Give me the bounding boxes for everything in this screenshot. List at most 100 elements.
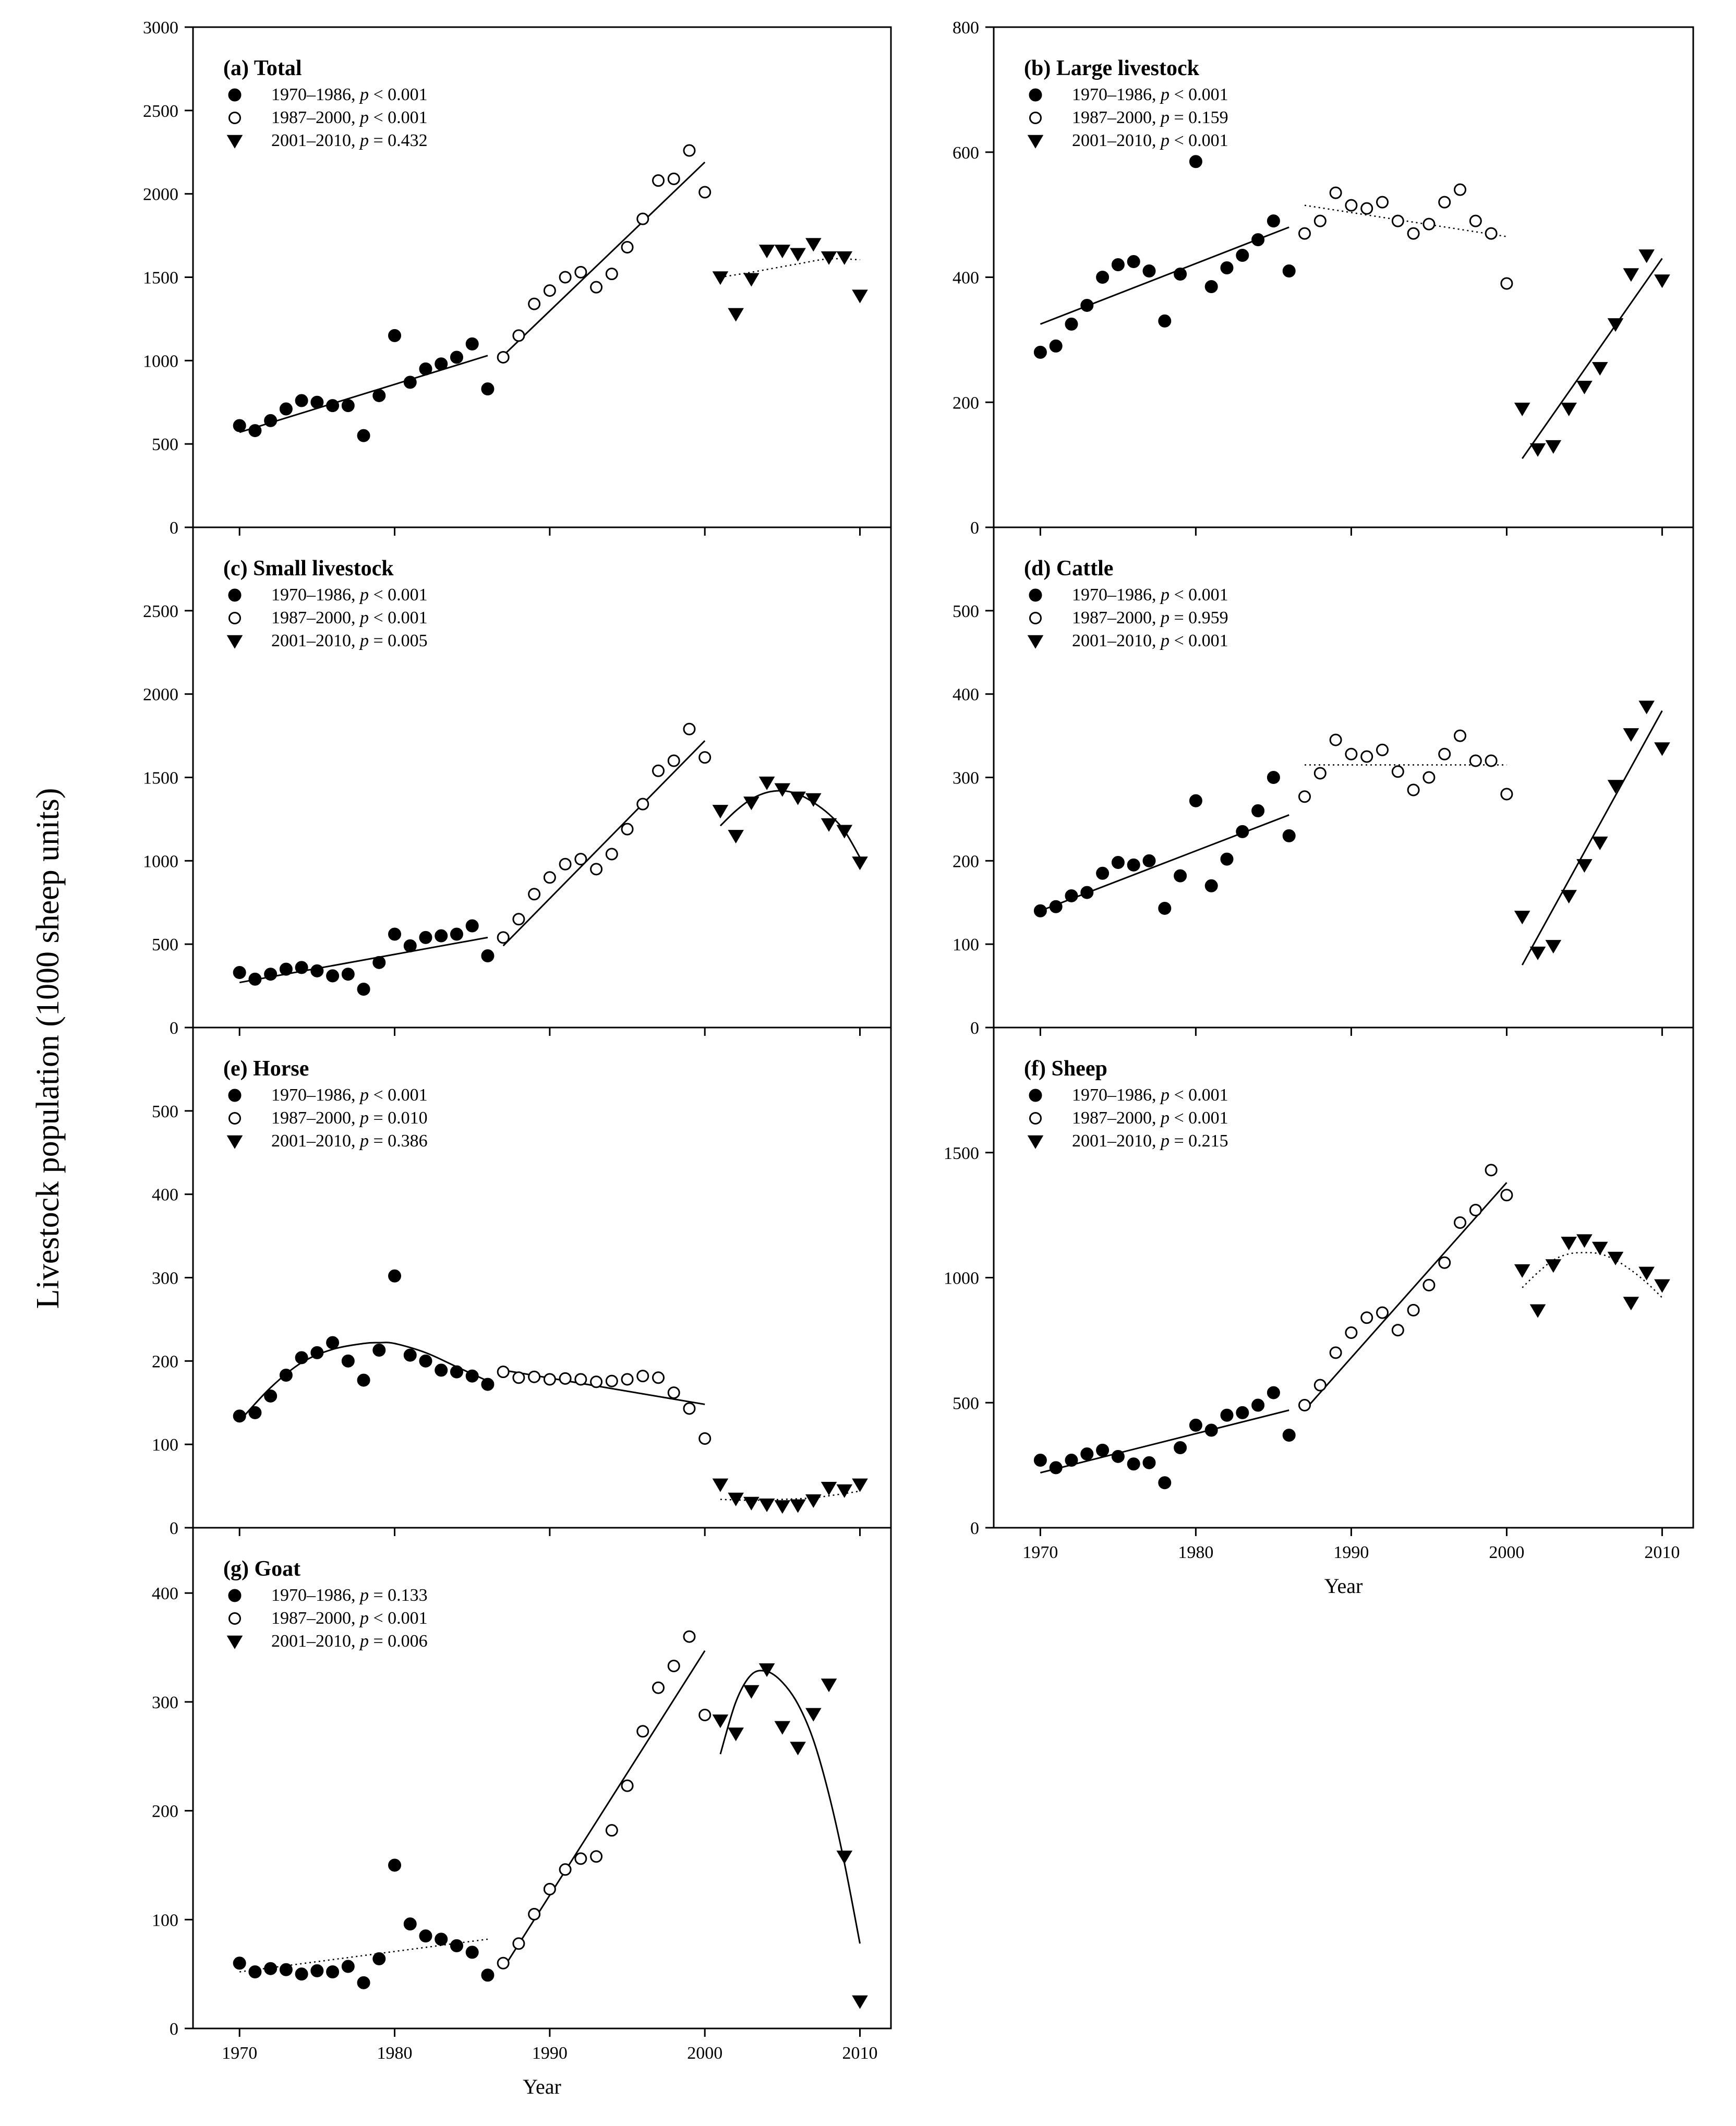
y-tick-label-e: 200 — [152, 1352, 178, 1371]
fit-line-c — [239, 936, 488, 984]
data-point-f — [1204, 1423, 1218, 1437]
data-point-c — [403, 939, 417, 952]
y-tick-label-f: 500 — [953, 1394, 979, 1413]
data-point-g — [836, 1851, 853, 1865]
data-point-e — [279, 1369, 293, 1382]
legend-p-value: < 0.001 — [369, 608, 428, 627]
legend-p-symbol: p — [1160, 585, 1170, 605]
legend-p-symbol: p — [1160, 85, 1170, 104]
data-point-a — [497, 351, 510, 364]
data-point-g — [512, 1937, 525, 1950]
legend-separator: , — [351, 131, 360, 150]
legend-p-symbol: p — [1160, 131, 1170, 150]
legend-p-value: < 0.001 — [1170, 1085, 1228, 1105]
data-point-b — [1545, 440, 1562, 454]
legend-separator: , — [1152, 1108, 1161, 1128]
data-point-d — [1313, 767, 1327, 780]
data-point-f — [1576, 1234, 1593, 1248]
legend-label-c: 2001–2010, p = 0.005 — [271, 631, 428, 650]
data-point-b — [1454, 183, 1466, 196]
legend-p-symbol: p — [359, 131, 369, 150]
data-point-e — [481, 1378, 495, 1391]
data-point-f — [1654, 1279, 1670, 1293]
data-point-e — [341, 1354, 355, 1368]
legend-series-name: 1970–1986 — [271, 585, 351, 605]
legend-p-symbol: p — [1160, 108, 1170, 127]
data-point-a — [574, 265, 587, 279]
x-tick-label-g: 1970 — [222, 2044, 257, 2063]
data-point-e — [264, 1389, 278, 1403]
data-point-c — [543, 871, 556, 884]
data-point-b — [1654, 274, 1670, 288]
x-tick-label-f: 2000 — [1489, 1543, 1524, 1562]
data-point-a — [326, 399, 340, 413]
legend-p-value: < 0.001 — [369, 85, 428, 104]
data-point-c — [465, 919, 479, 933]
data-point-a — [636, 212, 649, 225]
legend-p-value: = 0.133 — [369, 1586, 428, 1605]
data-point-f — [1298, 1399, 1311, 1412]
panel-frame-g — [192, 1527, 892, 2030]
data-point-c — [852, 856, 868, 871]
data-point-c — [698, 751, 712, 764]
data-point-g — [667, 1660, 680, 1673]
y-tick-label-c: 0 — [170, 1019, 178, 1038]
data-point-f — [1391, 1324, 1404, 1337]
data-point-e — [836, 1484, 853, 1498]
legend-separator: , — [351, 585, 360, 605]
y-tick-label-f: 1500 — [944, 1144, 979, 1163]
data-point-g — [310, 1964, 324, 1977]
data-point-c — [233, 966, 246, 980]
legend-series-name: 1987–2000 — [1072, 1108, 1152, 1128]
data-point-f — [1080, 1447, 1094, 1461]
y-tick-label-b: 200 — [953, 393, 979, 413]
data-point-c — [435, 929, 448, 943]
data-point-e — [388, 1269, 402, 1283]
y-tick-label-b: 0 — [970, 518, 979, 538]
data-point-b — [1174, 268, 1187, 281]
legend-separator: , — [1152, 108, 1161, 127]
legend-p-symbol: p — [359, 631, 369, 650]
y-tick-label-a: 1000 — [143, 352, 178, 371]
legend-p-symbol: p — [359, 608, 369, 627]
data-point-f — [1096, 1443, 1110, 1457]
legend-series-name: 2001–2010 — [271, 1632, 351, 1651]
legend-p-symbol: p — [1160, 1131, 1170, 1151]
fit-line-a — [720, 258, 860, 278]
data-point-a — [372, 389, 386, 402]
data-point-f — [1545, 1259, 1562, 1273]
y-tick-label-d: 300 — [953, 769, 979, 788]
y-tick-label-c: 1500 — [143, 769, 178, 788]
data-point-a — [559, 271, 572, 284]
data-point-f — [1638, 1266, 1655, 1281]
y-tick-label-d: 500 — [953, 602, 979, 621]
data-point-d — [1142, 854, 1156, 867]
data-point-g — [683, 1630, 696, 1643]
x-tick-label-g: 2000 — [687, 2044, 722, 2063]
panel-b: 0 200 400 600 800 (b) Large livestock 1970–198… — [953, 18, 1694, 538]
legend-p-value: < 0.001 — [1170, 85, 1228, 104]
fit-line-c — [502, 740, 706, 947]
legend-p-value: < 0.001 — [1170, 585, 1228, 605]
data-point-d — [1376, 743, 1389, 756]
panel-title-b: (b) Large livestock — [1024, 56, 1200, 80]
data-point-a — [712, 271, 729, 285]
data-point-g — [357, 1976, 370, 1989]
legend-series-name: 1970–1986 — [1072, 1085, 1152, 1105]
legend-marker-b — [1029, 88, 1042, 102]
y-tick-label-e: 300 — [152, 1269, 178, 1288]
data-point-e — [621, 1373, 634, 1386]
legend-p-value: < 0.001 — [369, 1085, 428, 1105]
data-point-d — [1220, 852, 1234, 866]
data-point-c — [636, 798, 649, 811]
legend-marker-g — [228, 1589, 242, 1602]
legend-separator: , — [351, 1131, 360, 1151]
data-point-e — [326, 1336, 340, 1349]
data-point-g — [698, 1708, 712, 1721]
y-tick-label-e: 0 — [170, 1519, 178, 1538]
data-point-g — [852, 1995, 868, 2009]
data-point-g — [712, 1714, 729, 1729]
y-tick-label-a: 2500 — [143, 102, 178, 121]
data-point-a — [481, 382, 495, 396]
data-point-d — [1080, 886, 1094, 899]
